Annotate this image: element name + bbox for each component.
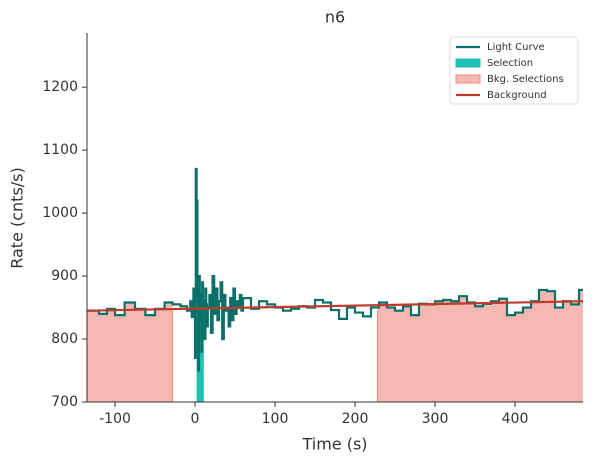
bkg-selection: [377, 289, 583, 402]
legend-box: [449, 36, 579, 105]
y-tick-label: 800: [51, 331, 78, 347]
x-tick-label: -100: [99, 411, 131, 427]
chart-title: n6: [325, 8, 345, 27]
x-tick-label: 200: [342, 411, 369, 427]
bkg-selection: [87, 302, 173, 402]
legend-label: Light Curve: [487, 42, 545, 53]
y-axis-label: Rate (cnts/s): [8, 167, 27, 269]
legend-label: Selection: [487, 58, 533, 69]
legend-label: Bkg. Selections: [487, 74, 564, 85]
y-tick-label: 700: [51, 394, 78, 410]
legend-patch: [455, 74, 481, 84]
x-axis-label: Time (s): [301, 435, 367, 454]
legend-label: Background: [487, 90, 547, 101]
y-tick-label: 1000: [42, 205, 78, 221]
y-tick-label: 1200: [42, 79, 78, 95]
x-tick-label: 400: [502, 411, 529, 427]
legend: Light Curve Selection Bkg. Selections Backg…: [449, 36, 579, 105]
y-tick-label: 900: [51, 268, 78, 284]
x-tick-label: 0: [191, 411, 200, 427]
legend-patch: [455, 58, 481, 68]
background-line: [86, 300, 584, 312]
y-tick-label: 1100: [42, 142, 78, 158]
x-tick-label: 100: [262, 411, 289, 427]
selection: [196, 308, 204, 402]
light-curve: [87, 167, 583, 372]
x-tick-label: 300: [422, 411, 449, 427]
